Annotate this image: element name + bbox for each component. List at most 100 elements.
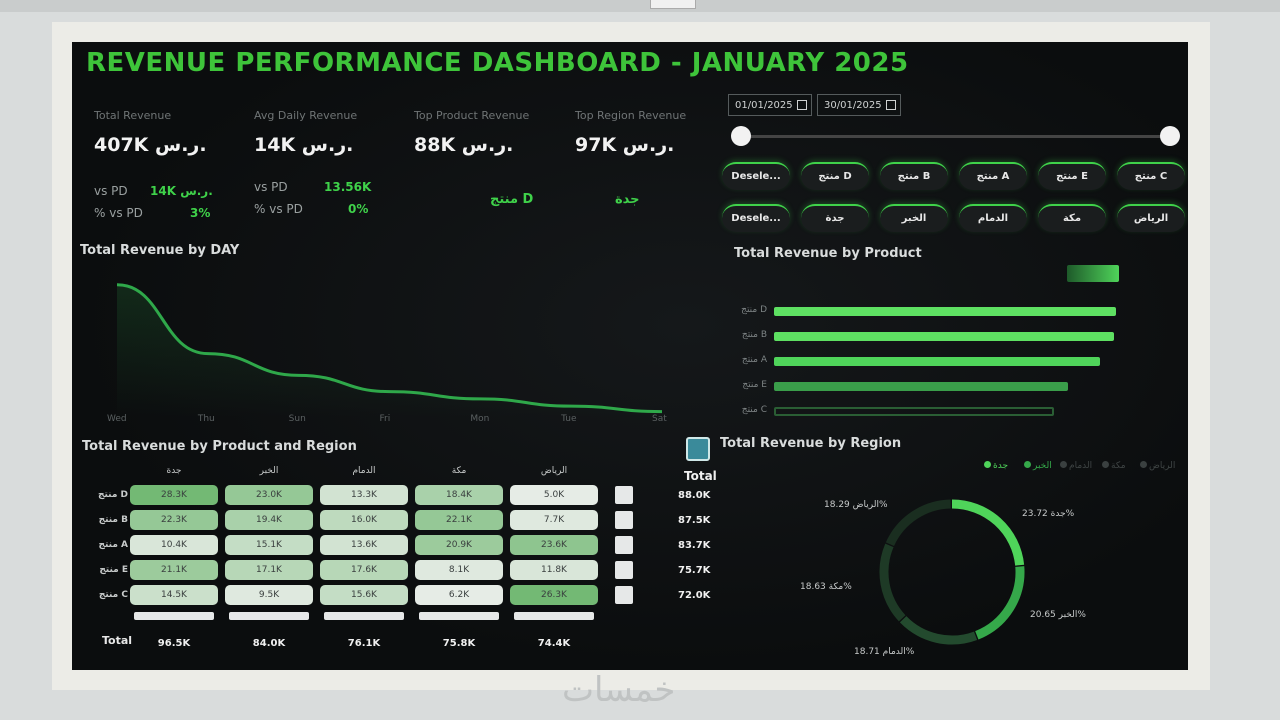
product-bar[interactable] bbox=[774, 307, 1117, 316]
donut-slice[interactable] bbox=[975, 566, 1025, 640]
region-legend-item[interactable]: جدة bbox=[984, 461, 1008, 471]
kpi-avg-daily-pct-value: 0% bbox=[348, 202, 369, 216]
region-chip[interactable]: جدة bbox=[801, 204, 869, 232]
product-chart-legend-gradient bbox=[1067, 265, 1119, 282]
calendar-icon[interactable] bbox=[797, 100, 807, 110]
matrix-cell[interactable]: 18.4K bbox=[415, 485, 503, 505]
region-legend-item[interactable]: الدمام bbox=[1060, 461, 1092, 471]
matrix-cell[interactable]: 6.2K bbox=[415, 585, 503, 605]
matrix-cell[interactable]: 20.9K bbox=[415, 535, 503, 555]
legend-dot-icon bbox=[984, 461, 991, 468]
matrix-cell[interactable]: 8.1K bbox=[415, 560, 503, 580]
matrix-cell[interactable]: 7.7K bbox=[510, 510, 598, 530]
matrix-column-total: 96.5K bbox=[157, 638, 191, 649]
matrix-cell[interactable]: 5.0K bbox=[510, 485, 598, 505]
end-date-input[interactable]: 30/01/2025 bbox=[817, 94, 901, 116]
region-chip[interactable]: الدمام bbox=[959, 204, 1027, 232]
kpi-top-product-value: 88K ر.س. bbox=[414, 134, 514, 156]
matrix-cell[interactable]: 15.1K bbox=[225, 535, 313, 555]
kpi-avg-daily-label: Avg Daily Revenue bbox=[254, 109, 358, 122]
slider-start-handle[interactable] bbox=[731, 126, 751, 146]
matrix-row-total: 83.7K bbox=[678, 540, 711, 551]
slider-end-handle[interactable] bbox=[1160, 126, 1180, 146]
day-series-line bbox=[116, 283, 663, 414]
matrix-cell[interactable]: 9.5K bbox=[225, 585, 313, 605]
donut-slice[interactable] bbox=[899, 616, 978, 645]
matrix-row-databar bbox=[615, 561, 633, 579]
product-chip[interactable]: منتج B bbox=[880, 162, 948, 190]
matrix-row-label: منتج A bbox=[98, 540, 128, 550]
day-revenue-chart bbox=[116, 283, 663, 417]
matrix-cell[interactable]: 22.3K bbox=[130, 510, 218, 530]
donut-slice-label: الرياض 18.29% bbox=[824, 500, 888, 510]
day-tick-label: Sat bbox=[652, 414, 667, 424]
matrix-cell[interactable]: 17.6K bbox=[320, 560, 408, 580]
matrix-row-label: منتج B bbox=[98, 515, 128, 525]
matrix-column-header: الدمام bbox=[352, 466, 376, 476]
region-legend-item[interactable]: الرياض bbox=[1140, 461, 1175, 471]
legend-dot-icon bbox=[1102, 461, 1109, 468]
kpi-avg-daily-vspd-label: vs PD bbox=[254, 180, 288, 194]
matrix-row-databar bbox=[615, 486, 633, 504]
matrix-cell[interactable]: 16.0K bbox=[320, 510, 408, 530]
start-date-input[interactable]: 01/01/2025 bbox=[728, 94, 812, 116]
table-icon[interactable] bbox=[686, 437, 710, 461]
product-chip[interactable]: منتج C bbox=[1117, 162, 1185, 190]
kpi-avg-daily-value: 14K ر.س. bbox=[254, 134, 354, 156]
product-bar[interactable] bbox=[774, 332, 1115, 341]
product-chip[interactable]: منتج A bbox=[959, 162, 1027, 190]
region-chip[interactable]: الخبر bbox=[880, 204, 948, 232]
date-range-slider[interactable] bbox=[742, 135, 1172, 138]
matrix-cell[interactable]: 22.1K bbox=[415, 510, 503, 530]
matrix-cell[interactable]: 14.5K bbox=[130, 585, 218, 605]
kpi-avg-daily-pct-label: % vs PD bbox=[254, 202, 303, 216]
matrix-cell[interactable]: 19.4K bbox=[225, 510, 313, 530]
legend-label: الخبر bbox=[1033, 461, 1052, 471]
kpi-total-revenue-label: Total Revenue bbox=[94, 109, 172, 122]
donut-slice[interactable] bbox=[879, 543, 906, 622]
matrix-column-databar bbox=[229, 612, 309, 620]
product-bar-label: منتج B bbox=[741, 330, 767, 340]
product-bar-label: منتج C bbox=[741, 405, 767, 415]
browser-tab[interactable] bbox=[650, 0, 696, 9]
calendar-icon[interactable] bbox=[886, 100, 896, 110]
matrix-cell[interactable]: 28.3K bbox=[130, 485, 218, 505]
matrix-cell[interactable]: 17.1K bbox=[225, 560, 313, 580]
matrix-cell[interactable]: 13.3K bbox=[320, 485, 408, 505]
matrix-column-databar bbox=[419, 612, 499, 620]
region-legend-item[interactable]: الخبر bbox=[1024, 461, 1052, 471]
product-chip[interactable]: Desele... bbox=[722, 162, 790, 190]
product-bar[interactable] bbox=[774, 357, 1100, 366]
matrix-cell[interactable]: 11.8K bbox=[510, 560, 598, 580]
product-chip[interactable]: منتج E bbox=[1038, 162, 1106, 190]
matrix-row-total: 75.7K bbox=[678, 565, 711, 576]
donut-slice[interactable] bbox=[951, 499, 1025, 566]
matrix-column-total: 74.4K bbox=[537, 638, 571, 649]
matrix-row-databar bbox=[615, 536, 633, 554]
matrix-cell[interactable]: 13.6K bbox=[320, 535, 408, 555]
matrix-cell[interactable]: 21.1K bbox=[130, 560, 218, 580]
region-chip[interactable]: الرياض bbox=[1117, 204, 1185, 232]
kpi-top-product-name: منتج D bbox=[490, 192, 534, 207]
region-chip[interactable]: مكة bbox=[1038, 204, 1106, 232]
matrix-column-header: مكة bbox=[451, 466, 467, 476]
matrix-cell[interactable]: 23.0K bbox=[225, 485, 313, 505]
product-bar[interactable] bbox=[774, 382, 1069, 391]
legend-dot-icon bbox=[1060, 461, 1067, 468]
matrix-cell[interactable]: 15.6K bbox=[320, 585, 408, 605]
legend-label: الدمام bbox=[1069, 461, 1093, 471]
matrix-cell[interactable]: 10.4K bbox=[130, 535, 218, 555]
region-legend-item[interactable]: مكة bbox=[1102, 461, 1126, 471]
kpi-top-region-name: جدة bbox=[615, 192, 640, 207]
donut-slice[interactable] bbox=[885, 499, 951, 547]
matrix-row-label: منتج E bbox=[99, 565, 128, 575]
product-bar[interactable] bbox=[774, 407, 1054, 416]
matrix-row-label: منتج D bbox=[97, 490, 128, 500]
matrix-column-total: 84.0K bbox=[252, 638, 286, 649]
matrix-cell[interactable]: 23.6K bbox=[510, 535, 598, 555]
donut-slice-label: الخبر 20.65% bbox=[1030, 610, 1086, 620]
region-chip[interactable]: Desele... bbox=[722, 204, 790, 232]
matrix-cell[interactable]: 26.3K bbox=[510, 585, 598, 605]
column-total-label: Total bbox=[102, 634, 133, 647]
product-chip[interactable]: منتج D bbox=[801, 162, 869, 190]
